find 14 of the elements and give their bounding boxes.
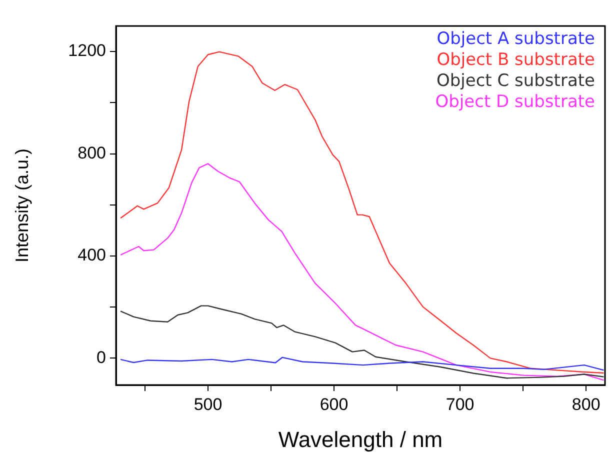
x-tick-label: 500 [194,394,222,414]
x-tick-label: 600 [320,394,348,414]
text: Object A substrate [436,28,595,49]
text: Object B substrate [436,50,595,70]
x-tick-label: 800 [572,394,600,414]
y-axis-title: Intensity (a.u.) [12,148,32,263]
y-tick-label: 400 [78,246,106,265]
x-tick-label: 700 [446,394,474,414]
x-axis-title: Wavelength / nm [278,426,443,452]
y-tick-label: 800 [78,143,106,162]
text: Object D substrate [435,92,595,112]
y-tick-label: 0 [96,348,106,367]
y-tick-label: 1200 [68,41,106,60]
text: Object C substrate [436,70,595,91]
